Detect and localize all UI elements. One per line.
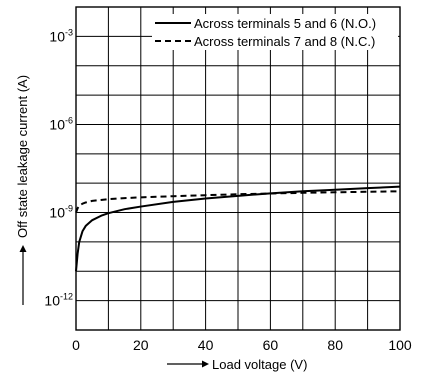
plot-frame <box>75 6 401 331</box>
y-axis-label: Off state leakage current (A) <box>15 75 30 238</box>
y-tick-label: 10-3 <box>49 27 73 44</box>
y-tick-label: 10-6 <box>49 115 73 132</box>
y-tick-label: 10-9 <box>49 204 73 221</box>
x-tick-label: 0 <box>72 337 80 353</box>
y-tick-label: 10-12 <box>44 292 73 309</box>
x-tick-label: 100 <box>388 337 412 353</box>
x-tick-labels: 0 20 40 60 80 100 <box>72 337 412 353</box>
y-tick-labels: 10-3 10-6 10-9 10-12 <box>44 27 73 308</box>
series-line-no <box>75 185 401 272</box>
legend-label-no: Across terminals 5 and 6 (N.O.) <box>194 16 376 31</box>
x-tick-label: 80 <box>327 337 343 353</box>
y-axis-label-group: Off state leakage current (A) <box>15 75 30 305</box>
x-tick-label: 20 <box>133 337 149 353</box>
series-layer <box>75 185 401 272</box>
legend-box <box>152 14 398 50</box>
legend: Across terminals 5 and 6 (N.O.) Across t… <box>152 14 398 50</box>
x-axis-label-group: Load voltage (V) <box>167 357 307 372</box>
x-axis-label: Load voltage (V) <box>212 357 307 372</box>
x-tick-label: 40 <box>198 337 214 353</box>
x-tick-label: 60 <box>263 337 279 353</box>
legend-label-nc: Across terminals 7 and 8 (N.C.) <box>194 34 375 49</box>
series-line-nc <box>75 190 401 213</box>
grid <box>76 7 400 330</box>
y-axis-arrowhead <box>19 245 27 252</box>
x-axis-arrowhead <box>202 360 209 368</box>
